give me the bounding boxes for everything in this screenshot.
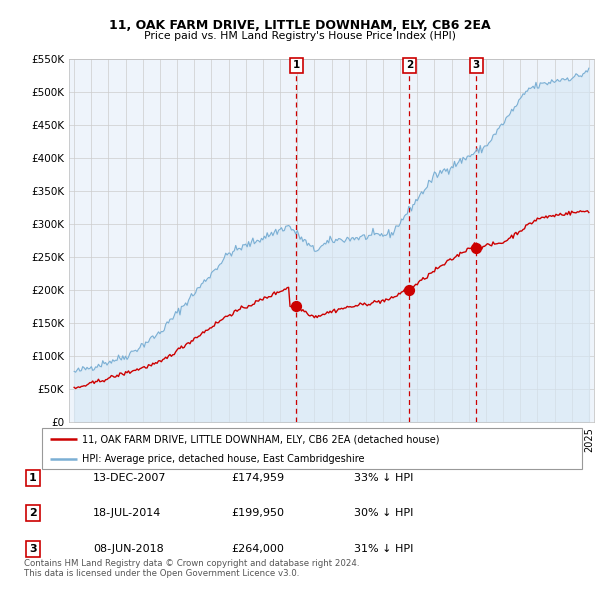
Text: Price paid vs. HM Land Registry's House Price Index (HPI): Price paid vs. HM Land Registry's House … [144, 31, 456, 41]
Text: £174,959: £174,959 [231, 473, 284, 483]
Text: 2: 2 [406, 60, 413, 70]
Text: 31% ↓ HPI: 31% ↓ HPI [354, 544, 413, 553]
Text: 3: 3 [473, 60, 480, 70]
Point [404, 285, 414, 294]
Point [292, 301, 301, 311]
Point [472, 243, 481, 253]
Text: 2: 2 [29, 509, 37, 518]
Text: £264,000: £264,000 [231, 544, 284, 553]
Text: 1: 1 [29, 473, 37, 483]
Text: 3: 3 [29, 544, 37, 553]
Text: 13-DEC-2007: 13-DEC-2007 [93, 473, 167, 483]
Text: 11, OAK FARM DRIVE, LITTLE DOWNHAM, ELY, CB6 2EA: 11, OAK FARM DRIVE, LITTLE DOWNHAM, ELY,… [109, 19, 491, 32]
Text: HPI: Average price, detached house, East Cambridgeshire: HPI: Average price, detached house, East… [83, 454, 365, 464]
Text: 11, OAK FARM DRIVE, LITTLE DOWNHAM, ELY, CB6 2EA (detached house): 11, OAK FARM DRIVE, LITTLE DOWNHAM, ELY,… [83, 434, 440, 444]
Text: 33% ↓ HPI: 33% ↓ HPI [354, 473, 413, 483]
Text: 18-JUL-2014: 18-JUL-2014 [93, 509, 161, 518]
Text: £199,950: £199,950 [231, 509, 284, 518]
FancyBboxPatch shape [42, 428, 582, 469]
Text: 1: 1 [293, 60, 300, 70]
Text: Contains HM Land Registry data © Crown copyright and database right 2024.
This d: Contains HM Land Registry data © Crown c… [24, 559, 359, 578]
Text: 30% ↓ HPI: 30% ↓ HPI [354, 509, 413, 518]
Text: 08-JUN-2018: 08-JUN-2018 [93, 544, 164, 553]
